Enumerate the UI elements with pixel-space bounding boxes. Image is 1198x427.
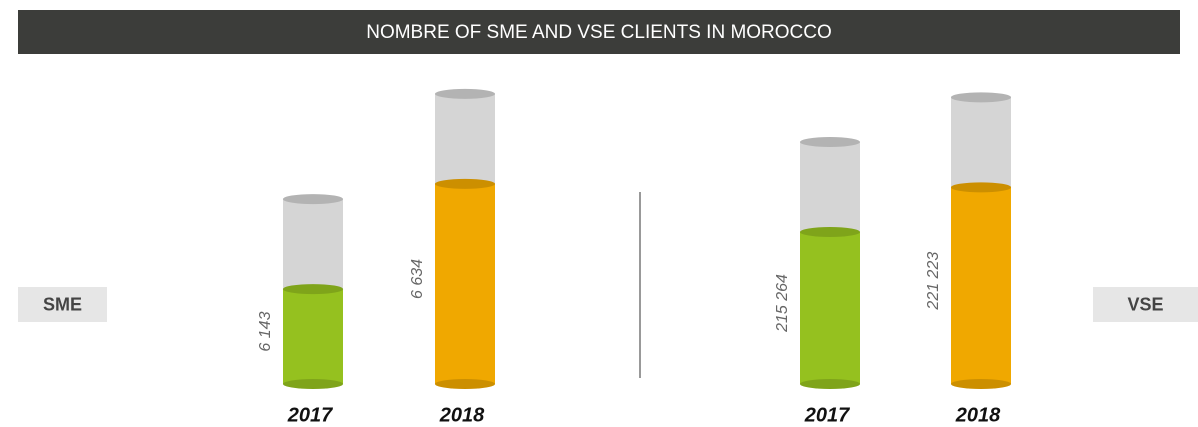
bar-bottom <box>435 379 495 389</box>
cylinder-cap <box>951 92 1011 103</box>
bar <box>283 289 343 384</box>
category-label: 2018 <box>955 404 1001 426</box>
cylinder-cap <box>435 88 495 99</box>
bar-top <box>435 178 495 189</box>
group-label: SME <box>43 294 82 314</box>
cylinder-cap <box>800 137 860 148</box>
value-label: 221 223 <box>925 252 942 311</box>
value-label: 6 634 <box>409 259 426 299</box>
bar-top <box>951 182 1011 193</box>
category-label: 2017 <box>287 404 333 426</box>
bar <box>435 183 495 384</box>
bar-top <box>800 227 860 238</box>
cylinder-cap <box>283 194 343 205</box>
bar-bottom <box>800 379 860 389</box>
bar-top <box>283 284 343 295</box>
group-label: VSE <box>1127 294 1163 314</box>
bar <box>951 187 1011 384</box>
group-label-box <box>1093 287 1198 322</box>
title-bar <box>18 10 1180 54</box>
bar-bottom <box>283 379 343 389</box>
bar-bottom <box>951 379 1011 389</box>
category-label: 2017 <box>804 404 850 426</box>
title: NOMBRE OF SME AND VSE CLIENTS IN MOROCCO <box>366 22 832 43</box>
bar <box>800 232 860 384</box>
category-label: 2018 <box>439 404 485 426</box>
value-label: 215 264 <box>774 274 791 333</box>
group-label-box <box>18 287 107 322</box>
value-label: 6 143 <box>257 311 274 351</box>
